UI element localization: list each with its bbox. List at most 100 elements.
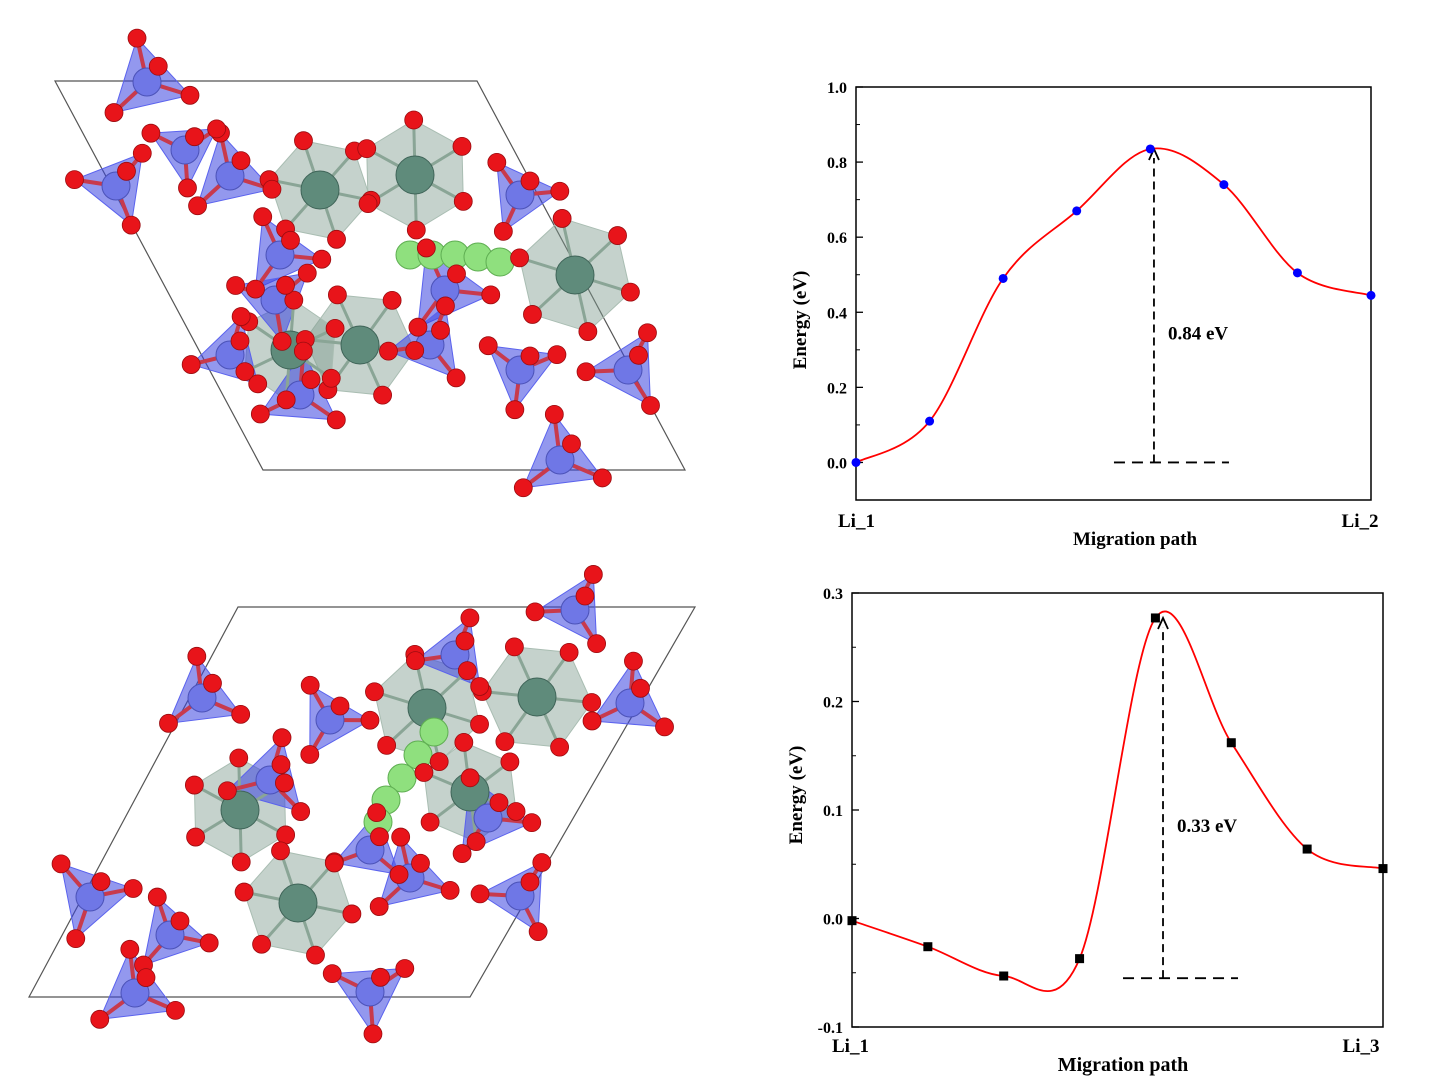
oxygen-atom (460, 608, 480, 628)
oxygen-atom (522, 813, 542, 833)
oxygen-atom (325, 318, 345, 338)
oxygen-atom (272, 728, 292, 748)
oxygen-atom (132, 143, 152, 163)
oxygen-atom (455, 631, 475, 651)
oxygen-atom (230, 331, 250, 351)
oxygen-atom (147, 887, 167, 907)
data-point (1150, 613, 1160, 623)
oxygen-atom (365, 682, 384, 702)
oxygen-atom (246, 279, 265, 299)
oxygen-atom (638, 323, 657, 343)
oxygen-atom (382, 290, 402, 310)
y-tick-label: 1.0 (827, 80, 847, 97)
oxygen-atom (141, 123, 161, 143)
oxygen-atom (231, 852, 251, 872)
oxygen-atom (180, 85, 200, 105)
oxygen-atom (184, 775, 204, 795)
oxygen-atom (120, 939, 140, 959)
oxygen-atom (123, 879, 143, 898)
oxygen-atom (226, 276, 245, 295)
metal-atom (300, 170, 340, 210)
data-point (925, 416, 935, 426)
oxygen-atom (231, 307, 251, 326)
oxygen-atom (624, 651, 643, 671)
oxygen-atom (547, 345, 567, 365)
barrier-arrow-head (1157, 615, 1169, 630)
oxygen-atom (199, 933, 219, 953)
y-tick-label: 0.2 (823, 695, 843, 712)
oxygen-atom (306, 945, 325, 965)
oxygen-atom (373, 385, 393, 405)
oxygen-atom (300, 675, 320, 695)
plot-frame (851, 592, 1384, 1028)
data-point (847, 916, 857, 926)
oxygen-atom (297, 263, 317, 283)
oxygen-atom (500, 752, 520, 772)
oxygen-atom (414, 763, 434, 782)
oxygen-atom (631, 678, 650, 698)
oxygen-atom (284, 290, 304, 310)
oxygen-atom (330, 696, 350, 716)
oxygen-atom (575, 586, 595, 606)
oxygen-atom (51, 854, 71, 874)
oxygen-atom (104, 103, 124, 122)
oxygen-atom (217, 781, 237, 801)
oxygen-atom (520, 872, 540, 892)
silicon-atom (545, 445, 575, 475)
oxygen-atom (293, 341, 313, 361)
oxygen-atom (440, 881, 460, 900)
data-point (1075, 954, 1085, 964)
oxygen-atom (552, 209, 572, 228)
oxygen-atom (621, 282, 640, 302)
oxygen-atom (416, 238, 436, 258)
oxygen-atom (520, 171, 540, 191)
x-tick-label-end: Li_2 (1342, 511, 1379, 532)
oxygen-atom (525, 602, 545, 622)
x-axis-label: Migration path (1058, 1054, 1189, 1076)
plot-frame (855, 86, 1372, 501)
y-axis-label: Energy (eV) (786, 746, 807, 845)
lithium-atom (419, 717, 449, 747)
metal-atom (340, 325, 380, 365)
oxygen-atom (528, 922, 548, 942)
oxygen-atom (641, 396, 660, 415)
crystal-structure-bottom (27, 565, 697, 1044)
oxygen-atom (406, 220, 426, 240)
oxygen-atom (532, 853, 552, 872)
oxygen-atom (253, 207, 273, 227)
oxygen-atom (276, 390, 296, 410)
oxygen-atom (300, 745, 320, 764)
energy-chart-li1-li3: -0.1 0.0 0.1 0.2 0.3 Li_1 Li_3 Migration pat… (786, 586, 1388, 1076)
oxygen-atom (377, 735, 397, 755)
oxygen-atom (505, 400, 525, 420)
oxygen-atom (186, 827, 205, 847)
oxygen-atom (389, 865, 409, 884)
barrier-label: 0.33 eV (1177, 816, 1237, 837)
oxygen-atom (327, 285, 347, 305)
metal-atom (517, 677, 557, 717)
oxygen-atom (322, 964, 342, 984)
oxygen-atom (408, 317, 428, 337)
oxygen-atom (559, 642, 579, 662)
oxygen-atom (608, 226, 627, 245)
oxygen-atom (470, 677, 490, 696)
oxygen-atom (513, 478, 533, 498)
oxygen-atom (446, 368, 466, 388)
metal-atom (278, 883, 318, 923)
oxygen-atom (520, 346, 540, 366)
oxygen-atom (550, 737, 570, 757)
oxygen-atom (452, 844, 472, 863)
data-point (1292, 268, 1302, 278)
oxygen-atom (234, 882, 254, 902)
oxygen-atom (90, 1009, 110, 1029)
oxygen-atom (429, 752, 449, 772)
data-point (1145, 144, 1155, 154)
silicon-atom (132, 67, 162, 97)
oxygen-atom (369, 897, 389, 916)
data-point (1378, 864, 1388, 874)
oxygen-atom (478, 336, 498, 356)
oxygen-atom (436, 296, 455, 316)
x-axis-label: Migration path (1073, 529, 1197, 550)
oxygen-atom (342, 904, 362, 924)
oxygen-atom (271, 841, 290, 861)
